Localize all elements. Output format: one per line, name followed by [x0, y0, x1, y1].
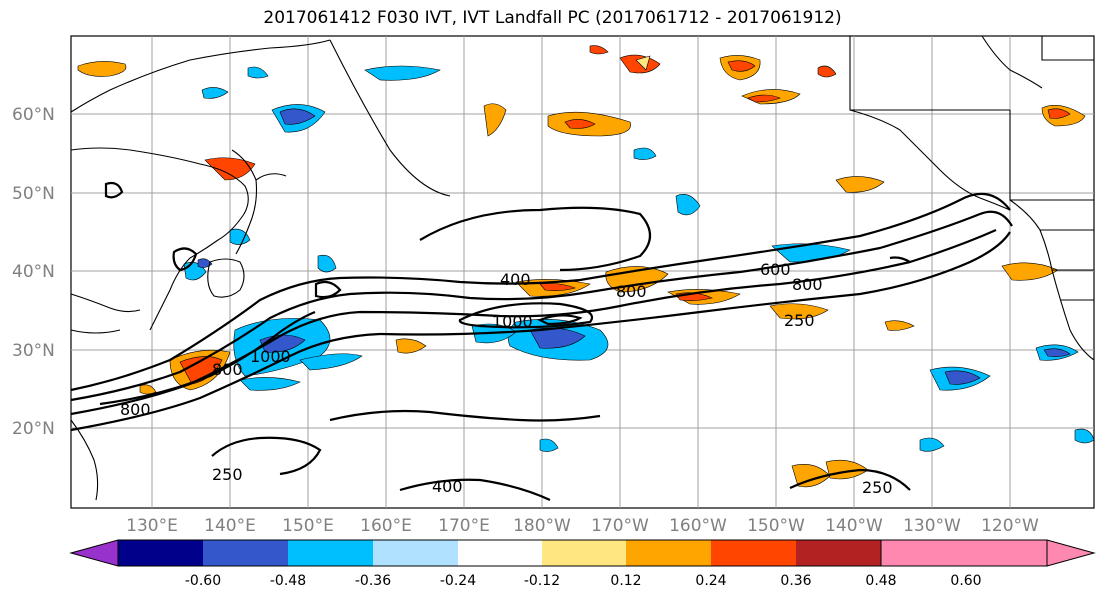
colorbar-segment [796, 540, 881, 566]
contour-label: 250 [784, 311, 815, 330]
colorbar-segment [203, 540, 288, 566]
colorbar-tick-label: 0.48 [865, 573, 896, 589]
contour-label: 250 [212, 465, 243, 484]
lon-tick-label: 150°E [282, 516, 334, 536]
colorbar-segment [373, 540, 458, 566]
lat-tick-label: 50°N [12, 184, 55, 204]
lon-tick-label: 160°W [669, 516, 727, 536]
colorbar-segment [626, 540, 711, 566]
map-panel: 400 800 1000 1000 800 600 800 250 800 25… [70, 35, 1095, 509]
lon-tick-label: 140°W [825, 516, 883, 536]
colorbar-tick-label: -0.12 [524, 573, 560, 589]
lon-tick-label: 150°W [747, 516, 805, 536]
colorbar-segment [711, 540, 796, 566]
colorbar-tick-label: 0.36 [780, 573, 811, 589]
colorbar-tick-label: -0.48 [270, 573, 306, 589]
contour-label: 800 [212, 360, 243, 379]
lon-tick-label: 130°E [126, 516, 178, 536]
lat-tick-label: 60°N [12, 105, 55, 125]
ivt-contours [70, 181, 1013, 501]
colorbar-tick-label: 0.24 [695, 573, 726, 589]
colorbar-segment [118, 540, 203, 566]
contour-label: 800 [616, 282, 647, 301]
contour-label: 400 [432, 477, 463, 496]
colorbar-segment [288, 540, 373, 566]
colorbar-tick-label: 0.12 [610, 573, 641, 589]
latitude-labels: 60°N 50°N 40°N 30°N 20°N [12, 105, 55, 439]
contour-label: 400 [500, 270, 531, 289]
map-title: 2017061412 F030 IVT, IVT Landfall PC (20… [263, 8, 842, 28]
colorbar-tick-label: -0.60 [185, 573, 221, 589]
contour-label: 800 [792, 275, 823, 294]
colorbar-tick-label: 0.60 [950, 573, 981, 589]
colorbar-tick-label: -0.24 [440, 573, 476, 589]
lon-tick-label: 180°W [513, 516, 571, 536]
colorbar: -0.60 -0.48 -0.36 -0.24 -0.12 0.12 0.24 … [69, 539, 1096, 589]
contour-label: 1000 [250, 347, 291, 366]
colorbar-extend-min [69, 539, 119, 567]
lon-tick-label: 160°E [360, 516, 412, 536]
ivt-contour-labels: 400 800 1000 1000 800 600 800 250 800 25… [120, 260, 893, 497]
contour-label: 800 [120, 400, 151, 419]
pc-shading-positive [77, 45, 1086, 488]
coastlines [70, 35, 1095, 501]
contour-label: 600 [760, 260, 791, 279]
lon-tick-label: 170°E [438, 516, 490, 536]
colorbar-extend-max [880, 539, 1096, 567]
contour-label: 250 [862, 478, 893, 497]
lat-tick-label: 40°N [12, 262, 55, 282]
contour-label: 1000 [492, 312, 533, 331]
colorbar-segment [458, 540, 542, 566]
lon-tick-label: 170°W [591, 516, 649, 536]
lon-tick-label: 120°W [981, 516, 1039, 536]
lat-tick-label: 20°N [12, 419, 55, 439]
colorbar-tick-label: -0.36 [355, 573, 391, 589]
colorbar-segment [542, 540, 626, 566]
lon-tick-label: 130°W [903, 516, 961, 536]
longitude-labels: 130°E 140°E 150°E 160°E 170°E 180°W 170°… [126, 516, 1039, 536]
lat-tick-label: 30°N [12, 341, 55, 361]
lon-tick-label: 140°E [204, 516, 256, 536]
